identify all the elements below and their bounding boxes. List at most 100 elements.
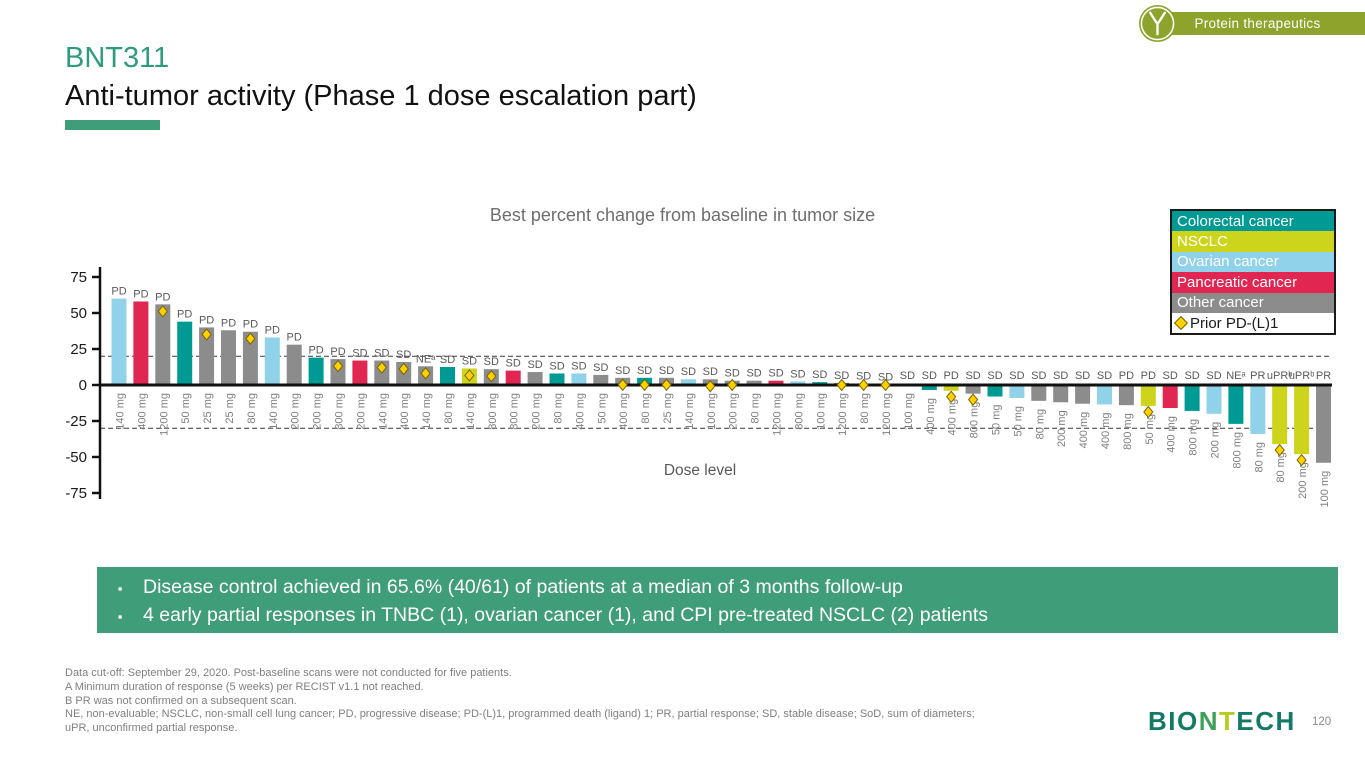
response-label: PD [1141,370,1156,382]
dose-label: 50 mg [180,393,192,424]
antibody-icon [1138,4,1177,43]
response-label: PD [177,309,192,321]
response-label: PR [1250,370,1265,382]
response-label: SD [462,355,477,367]
dose-label: 400 mg [399,393,411,430]
response-label: SD [352,348,367,360]
response-label: SD [659,365,674,377]
response-label: SD [440,354,455,366]
response-label: SD [615,365,630,377]
prior-pd-l1-diamond-icon [1173,316,1189,331]
legend-item-colorectal: Colorectal cancer [1172,211,1334,232]
response-label: SD [1031,370,1046,382]
dose-label: 1200 mg [772,393,784,436]
response-label: SD [878,371,893,383]
response-label: SD [987,370,1002,382]
response-label: SD [396,349,411,361]
legend-label: Other cancer [1177,294,1264,312]
dose-label: 400 mg [1100,412,1112,449]
legend-label: Pancreatic cancer [1177,273,1298,291]
dose-label: 80 mg [1275,452,1287,483]
dose-label: 80 mg [443,393,455,424]
tumor-waterfall-chart: 75 50 25 0 -25 -50 -75 PD 140 mg PD 400 mg PD 1200 m… [65,267,1332,507]
page-number: 120 [1312,716,1332,728]
dose-label: 200 mg [1210,422,1222,459]
response-label: PD [265,324,280,336]
dose-label: 140 mg [684,393,696,430]
dose-label: 80 mg [859,393,871,424]
response-label: PR [1316,370,1331,382]
response-label: PD [330,346,345,358]
patient-bar [155,304,171,385]
bullet-text: Disease control achieved in 65.6% (40/61… [143,576,903,598]
patient-bar [1031,385,1047,401]
patient-bar [242,331,258,385]
dose-label: 140 mg [421,393,433,430]
prior-pd-l1-diamond [661,378,672,392]
bullet-icon: ▪ [117,609,123,624]
response-label: PD [287,332,302,344]
response-label: SD [1075,370,1090,382]
patient-bar [1097,385,1112,405]
dose-label: 400 mg [574,393,586,430]
dose-label: 800 mg [487,393,499,430]
dose-label: 25 mg [662,393,674,424]
logo-part: BIO [1148,706,1199,736]
response-label: PD [155,291,170,303]
prior-pd-l1-diamond [398,362,409,376]
dose-label: 400 mg [136,393,148,430]
dose-label: 800 mg [509,393,521,430]
dose-label: 140 mg [465,393,477,430]
dose-label: 140 mg [115,393,127,430]
response-label: SD [746,368,761,380]
patient-bar [286,344,302,385]
footnote-line: uPR, unconfirmed partial response. [65,722,238,735]
patient-bar [264,337,280,385]
patient-bar [1184,385,1200,411]
y-tick-label: 25 [70,341,87,358]
prior-pd-l1-diamond [705,379,716,393]
patient-bar [680,379,696,385]
patient-bar [1272,385,1288,445]
program-badge: Protein therapeutics [1150,12,1365,35]
summary-bullet: ▪ 4 early partial responses in TNBC (1), … [97,602,1338,630]
response-label: SD [900,370,915,382]
product-name: BNT311 [65,42,170,74]
dose-label: 50 mg [991,405,1003,436]
response-label: SD [1053,370,1068,382]
patient-bar [943,385,959,391]
prior-pd-l1-diamond [332,359,344,373]
footnote-line: B PR was not confirmed on a subsequent s… [65,694,297,707]
response-label: PD [221,317,236,329]
dose-label: 800 mg [334,393,346,430]
patient-bar [527,372,543,385]
dose-label: 25 mg [202,393,214,424]
prior-pd-l1-diamond [836,378,847,392]
patient-bar [1118,385,1134,406]
response-label: SD [374,348,389,360]
patient-bar [221,330,236,385]
dose-label: 800 mg [1231,432,1243,469]
y-tick-label: 50 [70,305,87,322]
response-label: SD [484,356,499,368]
dose-label: 800 mg [1188,419,1200,456]
response-label: PD [111,286,126,298]
patient-bar [1075,385,1091,404]
dose-label: 200 mg [531,393,543,430]
patient-bar [505,370,521,385]
response-label: SD [571,360,586,372]
prior-pd-l1-diamond [201,328,212,341]
dose-label: 400 mg [925,398,937,435]
patient-bar [177,321,193,385]
patient-bar [593,374,609,385]
prior-pd-l1-diamond [376,361,387,374]
patient-bar [1140,385,1156,406]
patient-bar [308,357,324,385]
program-badge-label: Protein therapeutics [1194,16,1321,31]
patient-bar [111,298,127,385]
response-label: SD [703,366,718,378]
legend-item-ovarian: Ovarian cancer [1172,251,1334,273]
bullet-icon: ▪ [117,581,123,596]
summary-bullet: ▪ Disease control achieved in 65.6% (40/6… [97,574,1338,602]
dose-label: 200 mg [312,393,324,430]
